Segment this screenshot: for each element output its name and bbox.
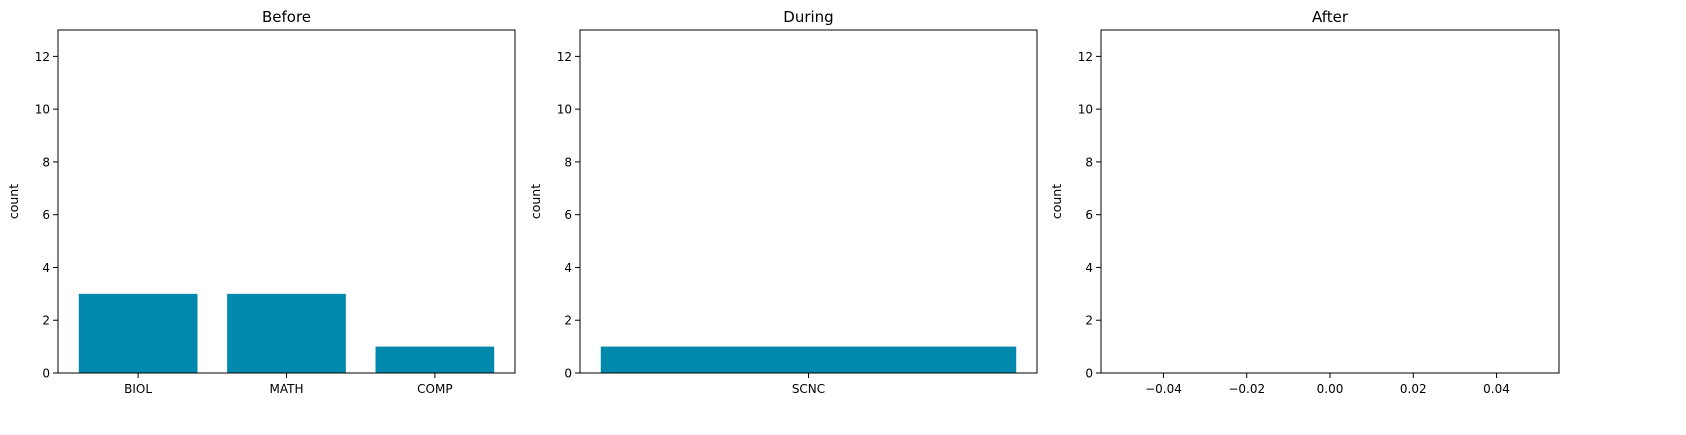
y-tick-label: 12 xyxy=(557,50,572,64)
x-ticks: −0.04 −0.02 0.00 0.02 0.04 xyxy=(1145,373,1510,396)
x-ticks: SCNC xyxy=(792,373,825,396)
x-tick-label: MATH xyxy=(270,382,304,396)
chart-title: Before xyxy=(262,8,311,26)
plot-frame xyxy=(579,29,1038,374)
y-ticks: 0 2 4 6 8 10 12 xyxy=(1078,50,1101,381)
y-tick-label: 0 xyxy=(42,367,50,381)
y-ticks: 0 2 4 6 8 10 12 xyxy=(557,50,580,381)
x-tick-label: COMP xyxy=(417,382,452,396)
bar-biol xyxy=(78,293,198,373)
x-tick-label: SCNC xyxy=(792,382,825,396)
y-axis-label: count xyxy=(528,184,543,219)
y-tick-label: 10 xyxy=(1078,103,1093,117)
y-tick-label: 10 xyxy=(35,103,50,117)
y-tick-label: 2 xyxy=(564,314,572,328)
y-tick-label: 6 xyxy=(42,208,50,222)
y-tick-label: 0 xyxy=(564,367,572,381)
y-tick-label: 0 xyxy=(1085,367,1093,381)
bar-comp xyxy=(375,346,495,373)
y-tick-label: 4 xyxy=(42,261,50,275)
y-tick-label: 12 xyxy=(35,50,50,64)
x-tick-label: 0.04 xyxy=(1483,382,1510,396)
x-tick-label: BIOL xyxy=(124,382,152,396)
y-axis-label: count xyxy=(1049,184,1064,219)
y-tick-label: 6 xyxy=(1085,208,1093,222)
panel-during: During count 0 2 4 6 8 10 12 SCNC xyxy=(528,8,1038,396)
chart-title: During xyxy=(783,8,833,26)
y-tick-label: 12 xyxy=(1078,50,1093,64)
bar-math xyxy=(227,293,346,373)
y-tick-label: 8 xyxy=(564,155,572,169)
panel-before: Before count 0 2 4 6 8 10 12 BIOL MATH COMP xyxy=(6,8,516,396)
y-tick-label: 6 xyxy=(564,208,572,222)
x-ticks: BIOL MATH COMP xyxy=(124,373,453,396)
panel-after: After count 0 2 4 6 8 10 12 −0.04 −0.02 0.00 0.02… xyxy=(1049,8,1560,396)
y-tick-label: 2 xyxy=(42,314,50,328)
y-tick-label: 4 xyxy=(1085,261,1093,275)
bar-scnc xyxy=(600,346,1017,373)
plot-frame xyxy=(1100,29,1560,374)
y-ticks: 0 2 4 6 8 10 12 xyxy=(35,50,58,381)
chart-title: After xyxy=(1312,8,1349,26)
x-tick-label: −0.02 xyxy=(1228,382,1265,396)
y-tick-label: 4 xyxy=(564,261,572,275)
bar-group xyxy=(78,293,495,373)
plot-frame xyxy=(57,29,516,374)
x-tick-label: −0.04 xyxy=(1145,382,1182,396)
x-tick-label: 0.02 xyxy=(1400,382,1427,396)
y-tick-label: 2 xyxy=(1085,314,1093,328)
y-tick-label: 8 xyxy=(1085,155,1093,169)
bar-group xyxy=(600,346,1017,373)
y-axis-label: count xyxy=(6,184,21,219)
x-tick-label: 0.00 xyxy=(1317,382,1344,396)
y-tick-label: 8 xyxy=(42,155,50,169)
y-tick-label: 10 xyxy=(557,103,572,117)
